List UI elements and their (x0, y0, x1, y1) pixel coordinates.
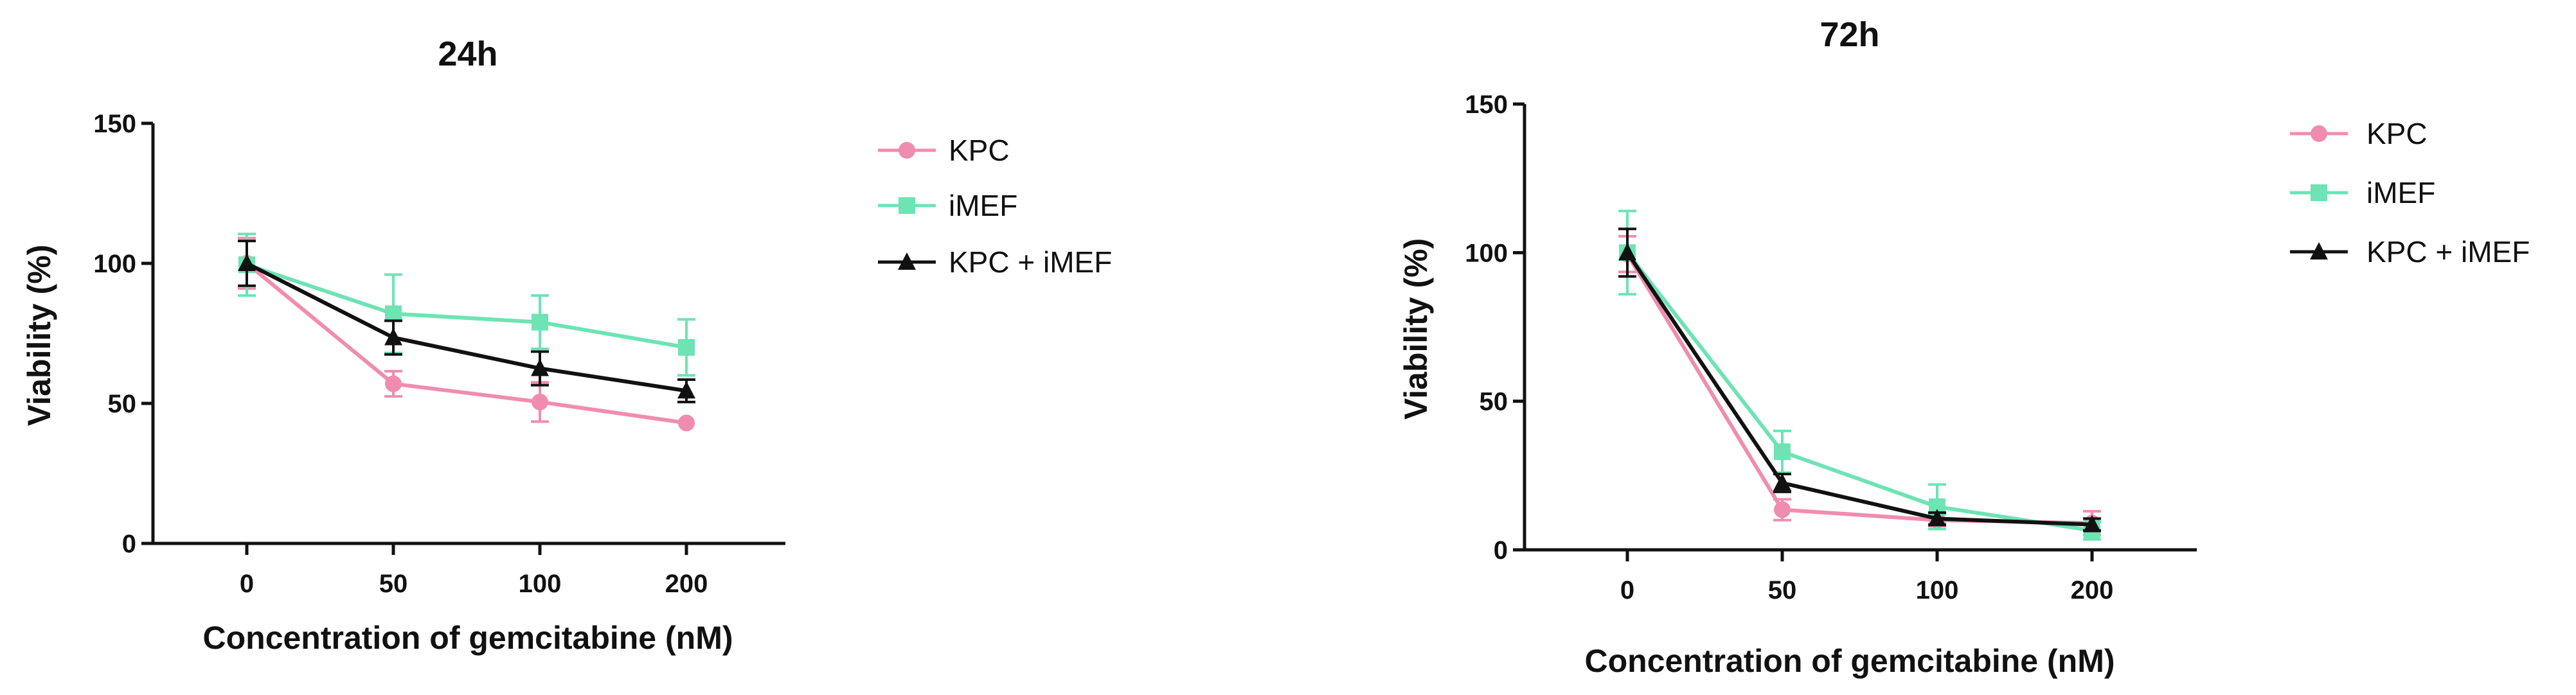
x-tick-label: 0 (240, 570, 254, 598)
legend-label: KPC + iMEF (949, 245, 1112, 279)
y-tick-label: 50 (1480, 388, 1508, 416)
x-tick-label: 50 (379, 570, 408, 598)
legend-item-kpc: KPC (2290, 117, 2428, 150)
series-line (1625, 253, 2093, 525)
series-line (1625, 251, 2093, 527)
chart-panel-24h: 24h Viability (%) Concentration of gemci… (21, 35, 1112, 656)
series-imef (1618, 209, 2101, 541)
data-point (384, 328, 402, 346)
data-point (677, 381, 695, 399)
x-tick-label: 100 (519, 570, 562, 598)
legend: KPC iMEF KPC + iMEF (2290, 117, 2530, 268)
data-point (1774, 501, 1791, 518)
x-tick-label: 100 (1916, 576, 1959, 604)
x-tick-label: 200 (665, 570, 708, 598)
x-axis-label: Concentration of gemcitabine (nM) (1585, 643, 2115, 679)
legend-label: KPC (2366, 117, 2428, 150)
data-point (385, 305, 402, 322)
y-tick-label: 150 (93, 110, 136, 138)
y-tick-label: 150 (1465, 91, 1508, 119)
series-line (246, 263, 687, 349)
y-tick-label: 0 (122, 530, 136, 558)
legend-item-kpc-imef: KPC + iMEF (2290, 235, 2530, 268)
legend-marker-square (2311, 184, 2327, 201)
data-point (238, 254, 256, 271)
y-tick-label: 0 (1494, 536, 1508, 565)
chart-panel-72h: 72h Viability (%) Concentration of gemci… (1398, 15, 2530, 679)
data-point (531, 358, 549, 376)
series-kpc-imef (238, 240, 695, 403)
legend-marker-circle (2311, 125, 2327, 142)
legend-label: KPC + iMEF (2366, 235, 2530, 268)
series-kpc-imef (1618, 227, 2101, 532)
x-axis-label: Concentration of gemcitabine (nM) (203, 620, 733, 656)
legend-marker-circle (899, 142, 915, 159)
series-line (1625, 251, 2093, 532)
legend-item-kpc-imef: KPC + iMEF (878, 245, 1112, 279)
data-point (678, 414, 695, 432)
legend: KPC iMEF KPC + iMEF (878, 134, 1112, 279)
series-line (246, 261, 687, 393)
series-kpc (238, 236, 695, 432)
legend-label: iMEF (949, 189, 1017, 222)
y-tick-label: 100 (1465, 239, 1508, 267)
legend-marker-square (899, 197, 915, 214)
data-point (532, 393, 548, 410)
x-tick-label: 50 (1768, 576, 1797, 604)
data-point (678, 339, 695, 356)
x-tick-label: 0 (1620, 576, 1634, 604)
data-point (1618, 243, 1636, 261)
data-point (1774, 443, 1791, 461)
y-tick-label: 50 (108, 390, 137, 418)
axes: 0 50 100 150 0 50 100 200 (93, 110, 785, 598)
legend-marker-triangle (898, 252, 916, 270)
chart-title: 72h (1820, 15, 1879, 54)
x-tick-label: 200 (2071, 576, 2114, 604)
legend-item-kpc: KPC (878, 134, 1010, 167)
series-line (246, 261, 687, 425)
y-axis-label: Viability (%) (1398, 238, 1434, 419)
y-tick-label: 100 (93, 250, 136, 278)
legend-label: iMEF (2366, 176, 2435, 209)
legend-item-imef: iMEF (878, 189, 1017, 222)
data-point (1773, 473, 1791, 491)
data-point (385, 375, 402, 392)
legend-item-imef: iMEF (2290, 176, 2435, 209)
axes: 0 50 100 150 0 50 100 200 (1465, 91, 2197, 604)
data-point (1928, 509, 1946, 527)
series-kpc (1618, 234, 2101, 536)
data-point (2083, 515, 2101, 532)
data-point (532, 313, 548, 331)
chart-title: 24h (438, 35, 497, 73)
legend-label: KPC (949, 134, 1010, 167)
legend-marker-triangle (2310, 242, 2328, 260)
y-axis-label: Viability (%) (21, 245, 57, 426)
